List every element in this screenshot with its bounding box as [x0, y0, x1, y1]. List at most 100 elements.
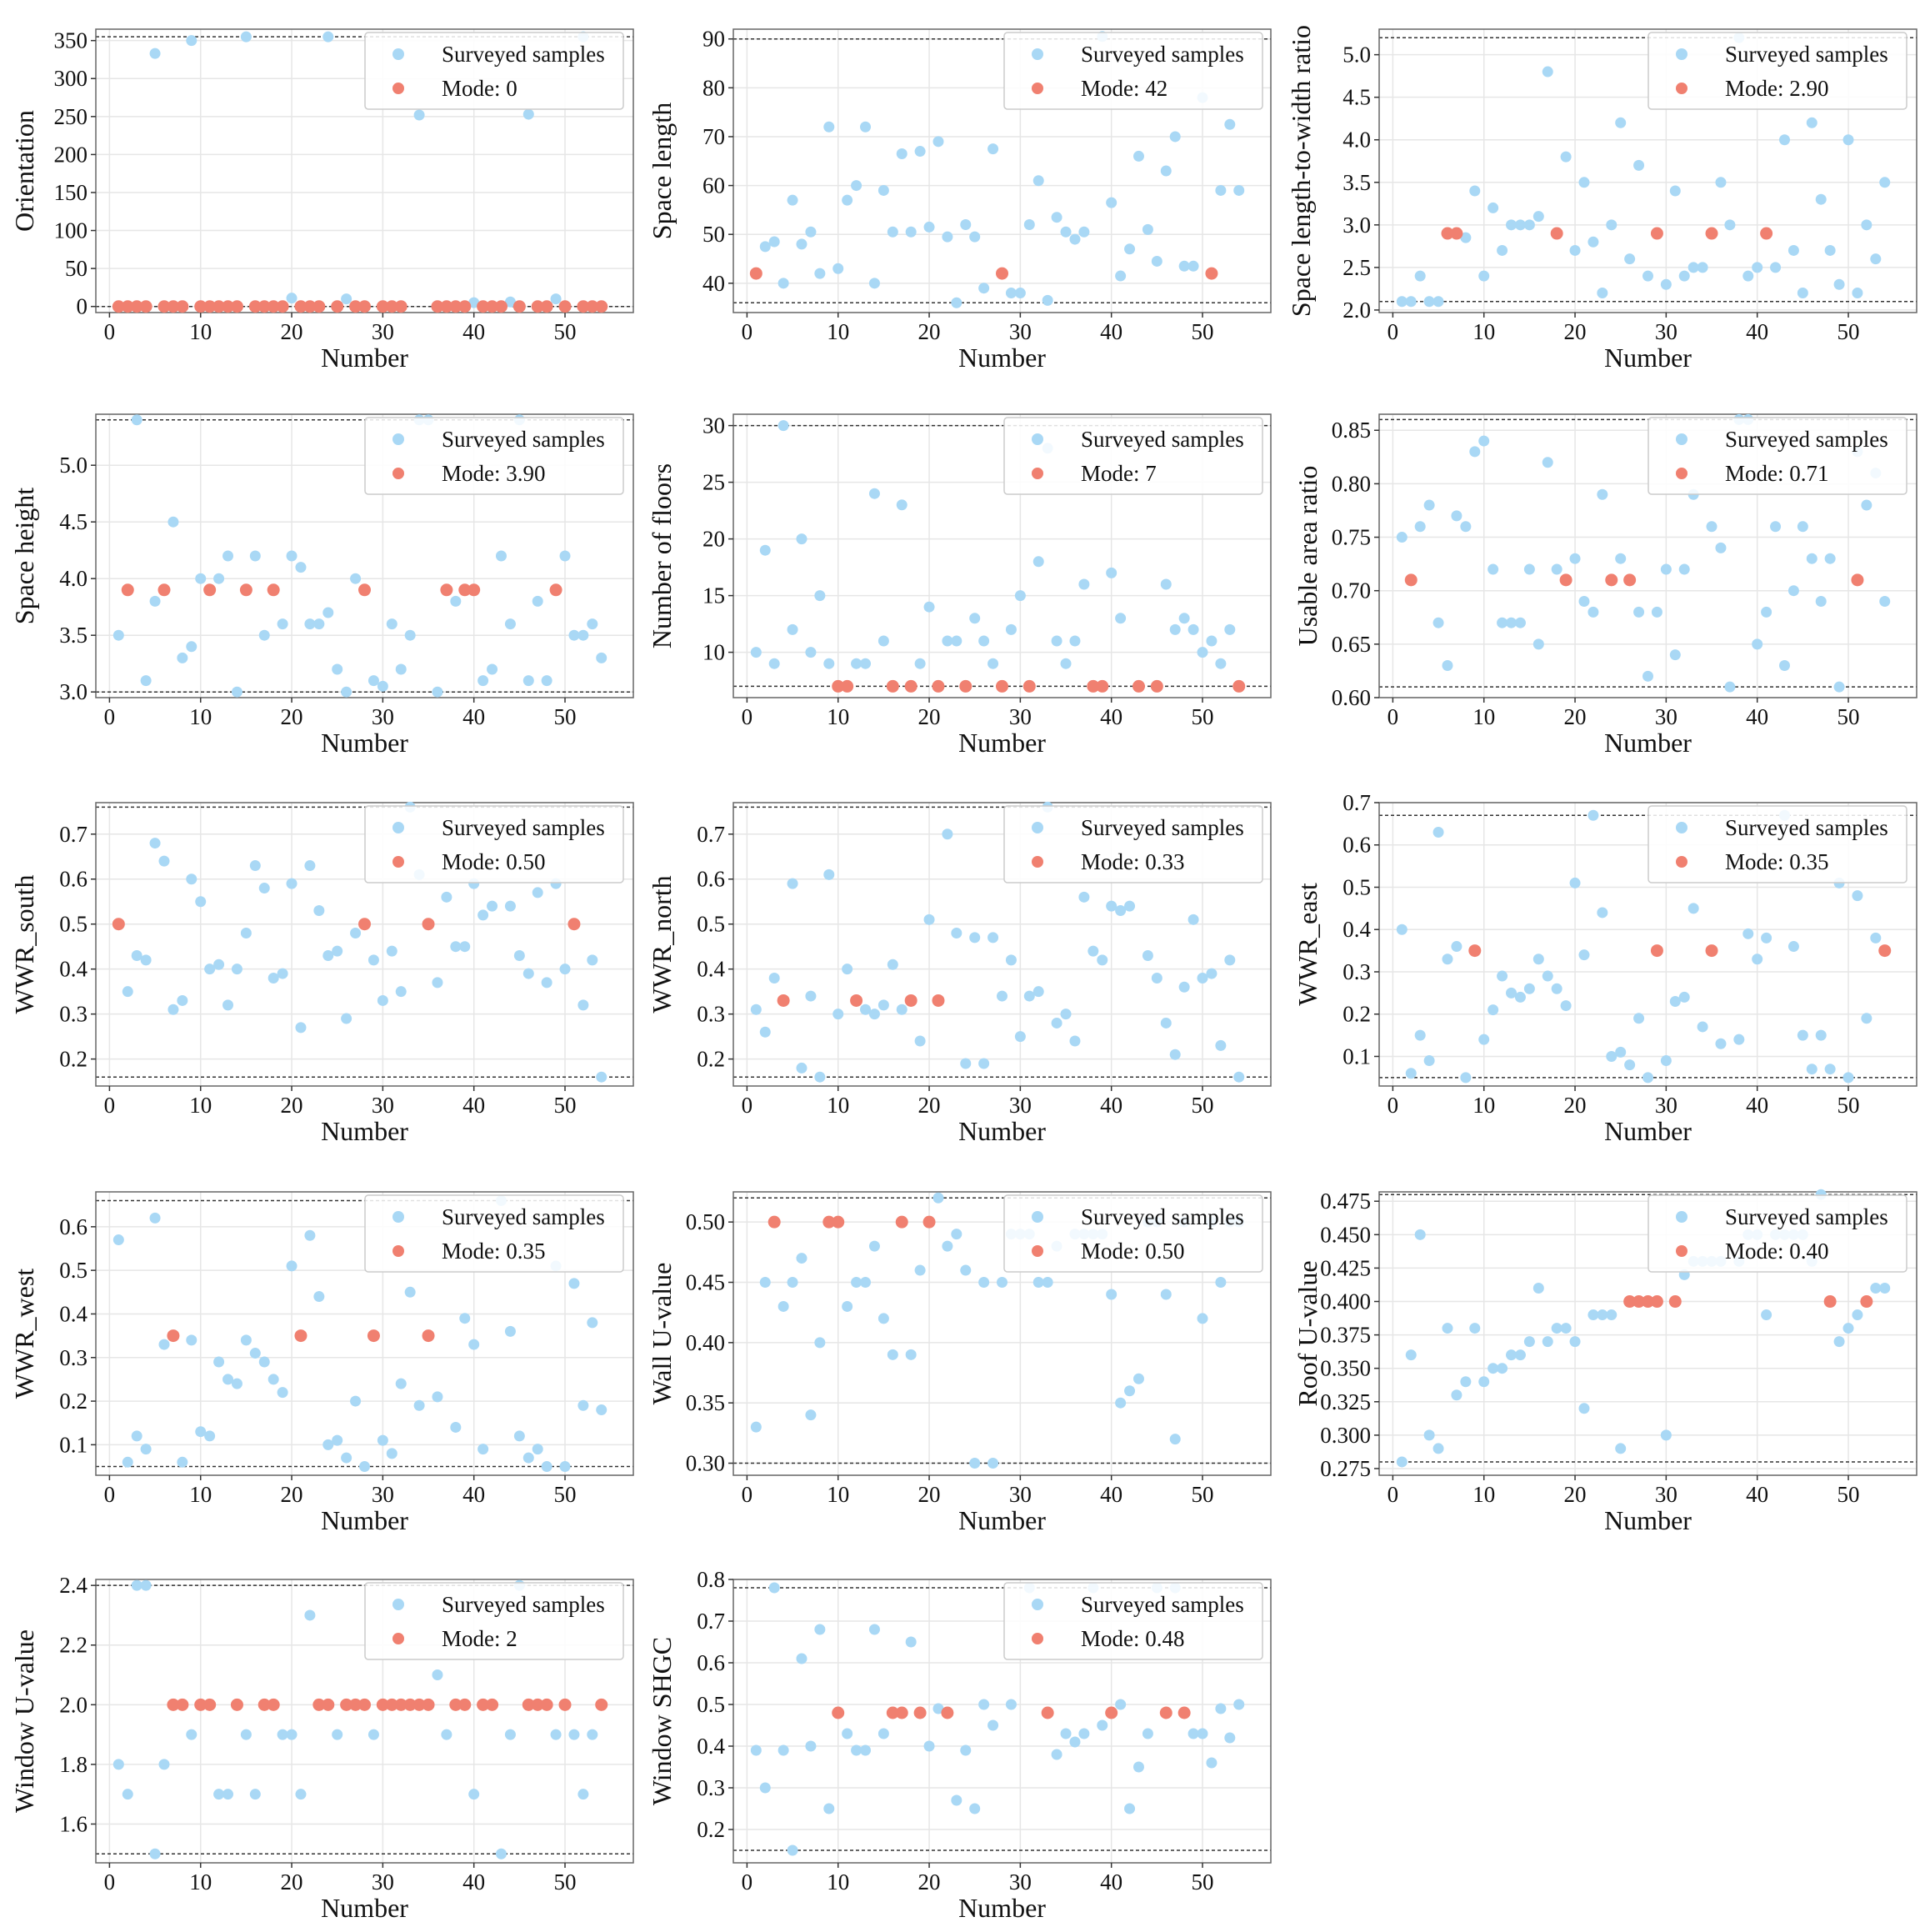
- y-tick-label: 0.7: [59, 822, 88, 847]
- y-tick-label: 0.2: [59, 1389, 88, 1414]
- y-tick-label: 0.70: [1332, 578, 1371, 603]
- surveyed-point: [122, 1456, 133, 1468]
- y-tick-label: 1.6: [59, 1811, 88, 1836]
- mode-point: [822, 1215, 836, 1229]
- y-axis-label: WWR_south: [9, 874, 39, 1014]
- mode-point: [1132, 679, 1145, 693]
- y-tick-label: 5.0: [1342, 43, 1371, 68]
- surveyed-point: [1660, 563, 1672, 575]
- surveyed-point: [932, 1703, 944, 1714]
- surveyed-point: [1206, 635, 1218, 647]
- mode-point: [376, 1698, 389, 1711]
- surveyed-point: [832, 263, 844, 274]
- mode-point: [294, 300, 308, 313]
- mode-point: [1205, 267, 1218, 280]
- surveyed-point: [286, 878, 298, 889]
- surveyed-point: [1742, 270, 1754, 282]
- surveyed-point: [1160, 1289, 1172, 1300]
- legend: Surveyed samples Mode: 0.71: [1648, 417, 1908, 495]
- surveyed-point: [468, 1789, 480, 1800]
- mode-point: [1623, 573, 1637, 587]
- surveyed-point: [1478, 1034, 1490, 1045]
- surveyed-point: [887, 1349, 898, 1360]
- surveyed-point: [1733, 1034, 1745, 1045]
- surveyed-point: [1651, 606, 1662, 618]
- surveyed-point: [1442, 953, 1453, 965]
- surveyed-point: [1051, 1749, 1062, 1760]
- surveyed-point: [1615, 1443, 1627, 1454]
- mode-point: [1150, 679, 1163, 693]
- legend-box: [1003, 1582, 1263, 1660]
- legend-mode-label: Mode: 0.35: [442, 1239, 546, 1264]
- surveyed-point: [1678, 991, 1690, 1003]
- legend-mode-marker: [1676, 83, 1688, 94]
- surveyed-point: [1132, 1761, 1144, 1773]
- mode-point: [595, 300, 608, 313]
- x-tick-label: 20: [281, 1482, 303, 1507]
- surveyed-point: [1569, 877, 1581, 888]
- surveyed-point: [1815, 596, 1827, 608]
- surveyed-point: [286, 1729, 298, 1740]
- plot-frame: [95, 1579, 634, 1864]
- x-tick-label: 10: [1472, 1482, 1495, 1507]
- surveyed-point: [368, 675, 379, 687]
- surveyed-point: [1106, 1289, 1118, 1300]
- mode-point: [358, 300, 371, 313]
- legend-box: [1003, 417, 1263, 495]
- x-tick-label: 50: [554, 1482, 577, 1507]
- x-tick-label: 20: [281, 319, 303, 344]
- y-tick-label: 90: [702, 27, 725, 52]
- surveyed-point: [796, 1653, 808, 1664]
- mode-point: [531, 1698, 544, 1711]
- surveyed-point: [522, 1452, 534, 1464]
- mode-point: [577, 300, 590, 313]
- surveyed-point: [759, 1277, 771, 1289]
- mode-point: [1468, 944, 1482, 958]
- y-tick-label: 0.1: [1342, 1044, 1371, 1069]
- surveyed-point: [1815, 193, 1827, 205]
- surveyed-point: [823, 1803, 835, 1814]
- surveyed-point: [1660, 1055, 1672, 1067]
- surveyed-point: [1606, 1050, 1618, 1062]
- surveyed-point: [149, 48, 161, 59]
- x-tick-label: 30: [372, 704, 394, 729]
- surveyed-point: [1396, 923, 1408, 935]
- surveyed-point: [1442, 660, 1453, 672]
- legend-surveyed-label: Surveyed samples: [1725, 1204, 1888, 1229]
- legend-box: [1003, 32, 1263, 110]
- mode-point: [832, 1215, 845, 1229]
- surveyed-point: [478, 675, 489, 687]
- surveyed-point: [868, 278, 880, 289]
- legend-surveyed-label: Surveyed samples: [442, 815, 605, 840]
- surveyed-point: [951, 1794, 962, 1806]
- surveyed-point: [1014, 1031, 1026, 1043]
- surveyed-point: [1870, 253, 1882, 265]
- mode-point: [1878, 944, 1892, 958]
- mode-point: [549, 583, 562, 597]
- y-tick-label: 0.400: [1320, 1289, 1371, 1314]
- surveyed-point: [942, 828, 953, 840]
- surveyed-point: [204, 963, 216, 975]
- surveyed-point: [186, 35, 198, 47]
- surveyed-point: [1215, 1277, 1227, 1289]
- surveyed-point: [1224, 623, 1236, 635]
- surveyed-point: [1706, 521, 1718, 533]
- surveyed-point: [550, 1729, 562, 1740]
- surveyed-point: [240, 1334, 252, 1346]
- mode-point: [1642, 1295, 1654, 1309]
- surveyed-point: [578, 1399, 589, 1411]
- surveyed-point: [1742, 928, 1754, 939]
- y-tick-label: 3.0: [59, 679, 88, 704]
- surveyed-point: [441, 1729, 452, 1740]
- surveyed-point: [1588, 1309, 1599, 1321]
- surveyed-point: [1542, 970, 1553, 982]
- surveyed-point: [1142, 949, 1153, 961]
- surveyed-point: [168, 1004, 179, 1015]
- surveyed-point: [158, 1759, 170, 1770]
- surveyed-point: [1542, 66, 1553, 78]
- surveyed-point: [768, 1582, 780, 1594]
- y-tick-label: 3.5: [1342, 170, 1371, 195]
- y-tick-label: 0.60: [1332, 685, 1371, 710]
- surveyed-point: [1488, 563, 1499, 575]
- x-tick-label: 10: [827, 704, 849, 729]
